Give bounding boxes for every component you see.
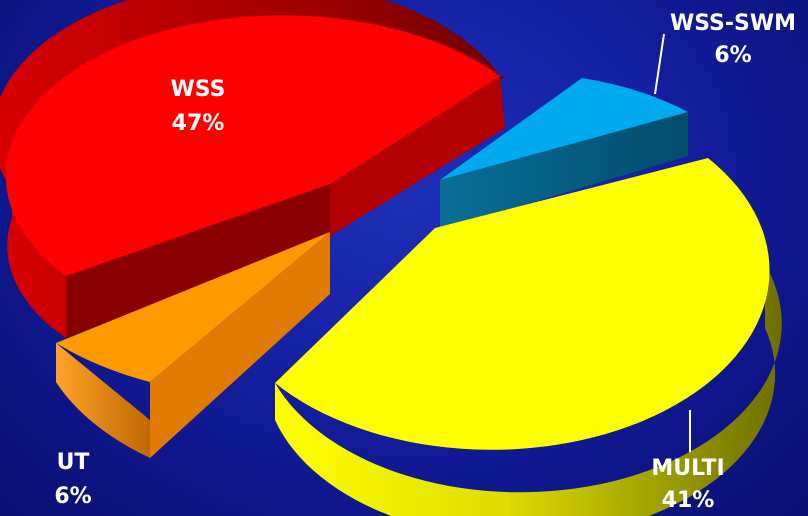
- slice-ut-cut-face: [150, 232, 330, 458]
- slice-wss-top: [5, 15, 501, 277]
- label-wss-swm-name: WSS-SWM: [670, 11, 796, 36]
- slice-ut[interactable]: [56, 232, 330, 458]
- slice-wss-cut-face: [66, 184, 330, 338]
- label-wss-name: WSS: [171, 77, 226, 102]
- label-multi-name: MULTI: [651, 456, 724, 481]
- label-wss-swm-value: 6%: [714, 43, 751, 68]
- slice-wss-swm-cut-face: [440, 112, 688, 230]
- slice-wss[interactable]: [0, 0, 505, 338]
- slice-ut-top: [56, 232, 330, 382]
- leader-line-wss-swm: [654, 33, 665, 95]
- slice-wss-swm[interactable]: [440, 78, 688, 230]
- slice-multi[interactable]: [275, 158, 782, 516]
- label-wss-value: 47%: [172, 111, 225, 136]
- slice-ut-side: [56, 343, 150, 458]
- slice-multi-top: [275, 158, 770, 450]
- label-ut-name: UT: [57, 450, 90, 475]
- label-ut-value: 6%: [54, 484, 91, 509]
- label-multi-value: 41%: [662, 488, 715, 513]
- slice-wss-end-face: [330, 76, 505, 236]
- slice-wss-swm-top: [440, 78, 688, 180]
